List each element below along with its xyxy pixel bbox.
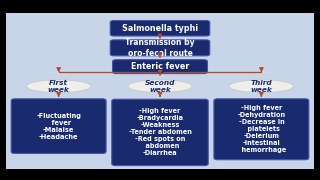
FancyBboxPatch shape	[2, 10, 318, 172]
FancyBboxPatch shape	[110, 21, 210, 36]
Ellipse shape	[26, 80, 91, 93]
Text: -Fluctuating
  fever
-Malaise
-Headache: -Fluctuating fever -Malaise -Headache	[36, 113, 81, 140]
Text: Transmission by
oro-fecal route: Transmission by oro-fecal route	[125, 38, 195, 58]
FancyBboxPatch shape	[110, 40, 210, 56]
FancyBboxPatch shape	[112, 99, 208, 166]
FancyBboxPatch shape	[214, 99, 309, 160]
Text: -High fever
-Bradycardia
-Weakness
-Tender abdomen
-Red spots on
  abdomen
-Diar: -High fever -Bradycardia -Weakness -Tend…	[129, 108, 191, 156]
FancyBboxPatch shape	[113, 60, 207, 74]
Ellipse shape	[229, 80, 294, 93]
Ellipse shape	[128, 80, 192, 93]
Text: Salmonella typhi: Salmonella typhi	[122, 24, 198, 33]
Text: -High fever
-Dehydration
-Decrease in
  platelets
-Delerium
-Intestinal
  hemorr: -High fever -Dehydration -Decrease in pl…	[237, 105, 286, 153]
Text: Enteric fever: Enteric fever	[131, 62, 189, 71]
Text: First
week: First week	[48, 80, 69, 93]
Text: Second
week: Second week	[145, 80, 175, 93]
Text: Third
week: Third week	[251, 80, 272, 93]
FancyBboxPatch shape	[11, 99, 106, 154]
